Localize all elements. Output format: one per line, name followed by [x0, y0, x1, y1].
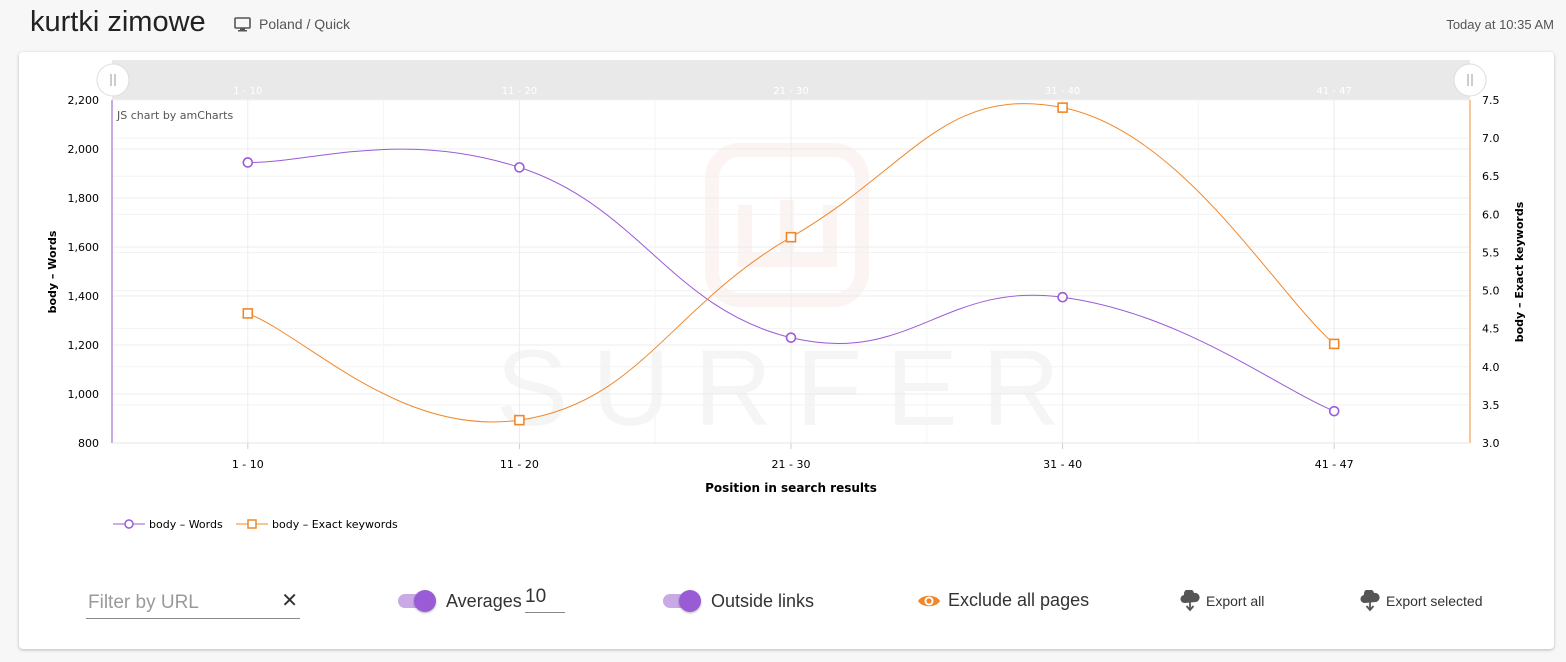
monitor-icon [234, 16, 251, 31]
y-left-tick-label: 1,000 [68, 388, 100, 401]
scrollbar-category-label: 41 - 47 [1316, 86, 1351, 97]
header: kurtki zimowe Poland / Quick Today at 10… [0, 0, 1566, 50]
watermark-text: SURFER [496, 327, 1084, 448]
export-selected-label: Export selected [1386, 593, 1483, 609]
close-icon[interactable]: ✕ [281, 590, 298, 612]
x-tick-label: 41 - 47 [1315, 458, 1354, 471]
scrollbar-category-label: 1 - 10 [233, 86, 262, 97]
legend-marker [247, 519, 257, 529]
legend-item-1[interactable]: body – Exact keywords [236, 518, 398, 531]
x-axis-label: Position in search results [705, 481, 877, 495]
y-axis-right-label: body – Exact keywords [1513, 201, 1526, 342]
y-left-tick-label: 2,000 [68, 143, 100, 156]
y-left-tick-label: 1,600 [68, 241, 100, 254]
y-right-tick-label: 3.5 [1482, 399, 1500, 412]
export-all-button[interactable]: Export all [1180, 590, 1264, 612]
data-point-1[interactable] [785, 231, 797, 243]
location-info: Poland / Quick [234, 16, 350, 32]
exclude-all-pages-button[interactable]: Exclude all pages [917, 590, 1089, 611]
averages-label: Averages [446, 591, 522, 611]
x-tick-label: 11 - 20 [500, 458, 539, 471]
y-axis-left-label: body – Words [46, 230, 59, 313]
scrollbar-category-label: 21 - 30 [773, 86, 808, 97]
chart-card [19, 52, 1554, 649]
y-left-tick-label: 1,200 [68, 339, 100, 352]
y-right-tick-label: 4.5 [1482, 323, 1500, 336]
y-right-tick-label: 3.0 [1482, 437, 1500, 450]
data-point-1[interactable] [1328, 338, 1340, 350]
y-right-tick-label: 7.0 [1482, 132, 1500, 145]
y-left-tick-label: 1,400 [68, 290, 100, 303]
scrollbar-category-label: 31 - 40 [1045, 86, 1080, 97]
outside-links-label: Outside links [711, 591, 815, 611]
data-point-0[interactable] [785, 332, 797, 343]
export-selected-button[interactable]: Export selected [1360, 590, 1483, 612]
y-right-tick-label: 5.0 [1482, 285, 1500, 298]
chart-credit: JS chart by amCharts [116, 109, 233, 122]
scrollbar-category-label: 11 - 20 [502, 86, 537, 97]
export-all-label: Export all [1206, 593, 1265, 609]
data-point-0[interactable] [242, 157, 254, 168]
y-right-tick-label: 6.0 [1482, 208, 1500, 221]
y-right-tick-label: 7.5 [1482, 94, 1500, 107]
eye-icon [918, 595, 940, 606]
data-point-1[interactable] [242, 308, 254, 319]
chart-scrollbar[interactable] [112, 60, 1470, 100]
x-tick-label: 21 - 30 [772, 458, 811, 471]
x-tick-label: 1 - 10 [232, 458, 264, 471]
timestamp: Today at 10:35 AM [1446, 17, 1554, 32]
x-tick-label: 31 - 40 [1043, 458, 1082, 471]
legend-label: body – Words [149, 518, 223, 531]
data-point-1[interactable] [1057, 102, 1068, 113]
surfer-watermark [705, 143, 869, 307]
location-label: Poland / Quick [259, 16, 351, 32]
outside-links-toggle[interactable] [663, 590, 701, 612]
legend-marker [124, 519, 134, 529]
exclude-label: Exclude all pages [948, 590, 1090, 610]
y-left-tick-label: 1,800 [68, 192, 100, 205]
legend-label: body – Exact keywords [272, 518, 398, 531]
data-point-0[interactable] [1328, 405, 1340, 417]
y-right-tick-label: 6.5 [1482, 170, 1500, 183]
data-point-0[interactable] [514, 162, 525, 173]
scrollbar-right-grip[interactable] [1453, 63, 1487, 97]
cloud-download-icon [1180, 590, 1200, 612]
y-right-tick-label: 4.0 [1482, 361, 1500, 374]
cloud-download-icon [1360, 590, 1380, 612]
y-left-tick-label: 800 [78, 437, 99, 450]
page-title: kurtki zimowe [30, 6, 206, 38]
averages-input[interactable]: 10 [525, 584, 565, 613]
y-right-tick-label: 5.5 [1482, 246, 1500, 259]
filter-url-input[interactable] [86, 590, 275, 616]
y-left-tick-label: 2,200 [68, 94, 100, 107]
averages-toggle[interactable] [398, 590, 436, 612]
scrollbar-left-grip[interactable] [96, 63, 130, 97]
data-point-0[interactable] [1057, 291, 1068, 303]
data-point-1[interactable] [514, 414, 525, 426]
legend-item-0[interactable]: body – Words [113, 518, 223, 531]
filter-by-url: ✕ [86, 588, 300, 619]
